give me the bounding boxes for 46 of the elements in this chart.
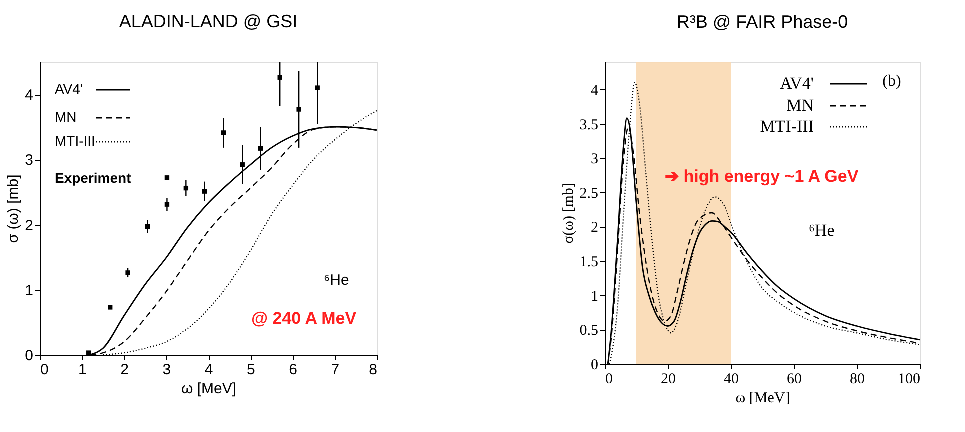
x-tick-label: 4: [204, 362, 214, 378]
y-tick-label: 0: [25, 348, 34, 364]
x-tick-label: 5: [246, 362, 256, 378]
y-tick-label: 2: [591, 220, 598, 236]
y-tick-label: 4: [591, 82, 599, 99]
y-tick-label: 3.5: [580, 117, 598, 134]
y-tick-label: 0.5: [580, 323, 598, 340]
annotation: (b): [882, 73, 902, 90]
legend-label: MN: [786, 96, 814, 115]
x-axis-title: ω [MeV]: [736, 390, 790, 406]
x-tick-label: 1: [78, 362, 87, 378]
x-tick-label: 7: [331, 362, 340, 378]
y-tick-label: 1.5: [580, 254, 598, 271]
x-axis-title: ω [MeV]: [181, 380, 237, 398]
legend-label: AV4': [55, 81, 84, 97]
x-tick-label: 60: [787, 372, 802, 388]
annotation: @ 240 A MeV: [251, 309, 358, 328]
y-axis-title: σ(ω) [mb]: [560, 183, 577, 244]
chart-title: R³B @ FAIR Phase-0: [676, 12, 848, 32]
x-tick-label: 3: [162, 362, 172, 378]
x-tick-label: 0: [606, 372, 613, 388]
annotation: ⁶He: [324, 272, 350, 289]
annotation: ➔ high energy ~1 A GeV: [665, 167, 860, 186]
legend-label: MTI-III: [55, 133, 96, 149]
y-axis-title: σ (ω) [mb]: [5, 174, 22, 244]
y-tick-label: 3: [591, 152, 598, 168]
y-tick-label: 2.5: [580, 186, 598, 202]
text: Experiment: [55, 170, 132, 186]
x-tick-label: 2: [120, 362, 129, 378]
x-tick-label: 80: [850, 372, 865, 388]
x-tick-label: 8: [369, 362, 378, 378]
x-tick-label: 100: [898, 372, 920, 388]
y-tick-label: 2: [25, 217, 34, 234]
y-tick-label: 4: [25, 87, 34, 104]
legend-label: MN: [55, 109, 77, 125]
annotation: ⁶He: [809, 221, 835, 240]
y-tick-label: 1: [591, 288, 598, 305]
legend-label: AV4': [780, 74, 814, 93]
chart-title: ALADIN-LAND @ GSI: [119, 11, 298, 32]
x-tick-label: 6: [289, 362, 298, 378]
y-tick-label: 1: [25, 282, 34, 300]
legend-label: MTI-III: [760, 117, 814, 136]
x-tick-label: 0: [40, 362, 49, 378]
x-tick-label: 20: [661, 372, 676, 388]
y-tick-label: 3: [25, 152, 34, 170]
x-tick-label: 40: [724, 372, 739, 388]
